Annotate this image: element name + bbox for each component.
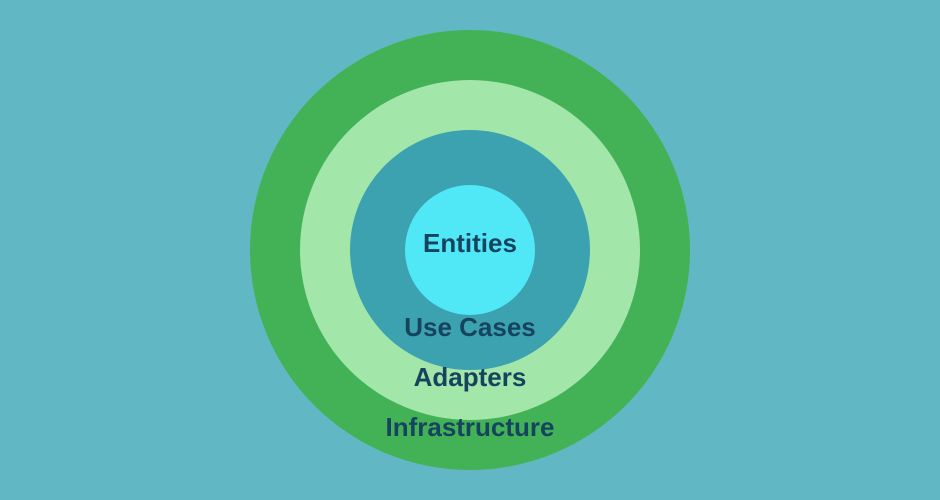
label-usecases: Use Cases [404, 312, 536, 343]
label-infrastructure: Infrastructure [385, 412, 554, 443]
label-entities: Entities [423, 228, 517, 259]
label-adapters: Adapters [414, 362, 527, 393]
